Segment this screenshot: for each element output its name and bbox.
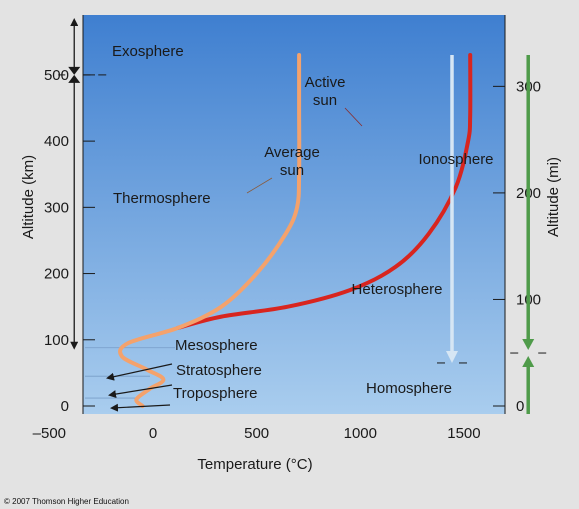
average-sun-curve xyxy=(118,53,302,408)
x-tick-label: 500 xyxy=(244,425,269,442)
x-axis-title: Temperature (°C) xyxy=(197,456,312,473)
y-axis-right-title: Altitude (mi) xyxy=(545,157,562,237)
y-left-tick-label: 400 xyxy=(44,133,69,150)
y-left-tick-label: 300 xyxy=(44,199,69,216)
y-left-tick-label: 100 xyxy=(44,332,69,349)
troposphere-label: Troposphere xyxy=(173,385,258,402)
mesosphere-label: Mesosphere xyxy=(175,337,258,354)
homosphere-arrow-head xyxy=(522,356,535,368)
thermosphere-label: Thermosphere xyxy=(113,190,211,207)
y-left-tick-label: 200 xyxy=(44,266,69,283)
x-tick-label: 1500 xyxy=(447,425,480,442)
ionosphere-arrow-head xyxy=(446,350,458,363)
homosphere-label: Homosphere xyxy=(366,380,452,397)
y-right-tick-label: 0 xyxy=(516,398,524,415)
active-sun-label: sun xyxy=(313,92,337,109)
troposphere-pointer-arrow xyxy=(110,403,171,412)
stratosphere-label: Stratosphere xyxy=(176,362,262,379)
average-sun-label: Average xyxy=(264,144,320,161)
average-sun-label: sun xyxy=(280,162,304,179)
active-sun-label: Active xyxy=(305,74,346,91)
exosphere-boundary-marker xyxy=(68,66,81,83)
heterosphere-arrow-head xyxy=(522,339,535,351)
stratosphere-pointer-arrow xyxy=(108,384,173,398)
x-tick-label: –500 xyxy=(33,425,66,442)
heterosphere-label: Heterosphere xyxy=(352,281,443,298)
y-left-tick-label: 500 xyxy=(44,67,69,84)
x-tick-label: 1000 xyxy=(344,425,377,442)
x-tick-label: 0 xyxy=(149,425,157,442)
active-sun-curve xyxy=(175,53,473,330)
average-sun-leader xyxy=(246,177,273,194)
credit-text: © 2007 Thomson Higher Education xyxy=(4,497,129,506)
y-axis-left-title: Altitude (km) xyxy=(20,155,37,239)
exosphere-label: Exosphere xyxy=(112,43,184,60)
active-sun-leader xyxy=(344,107,363,127)
mesosphere-pointer-arrow xyxy=(106,363,173,381)
y-left-tick-label: 0 xyxy=(61,398,69,415)
ionosphere-label: Ionosphere xyxy=(418,151,493,168)
